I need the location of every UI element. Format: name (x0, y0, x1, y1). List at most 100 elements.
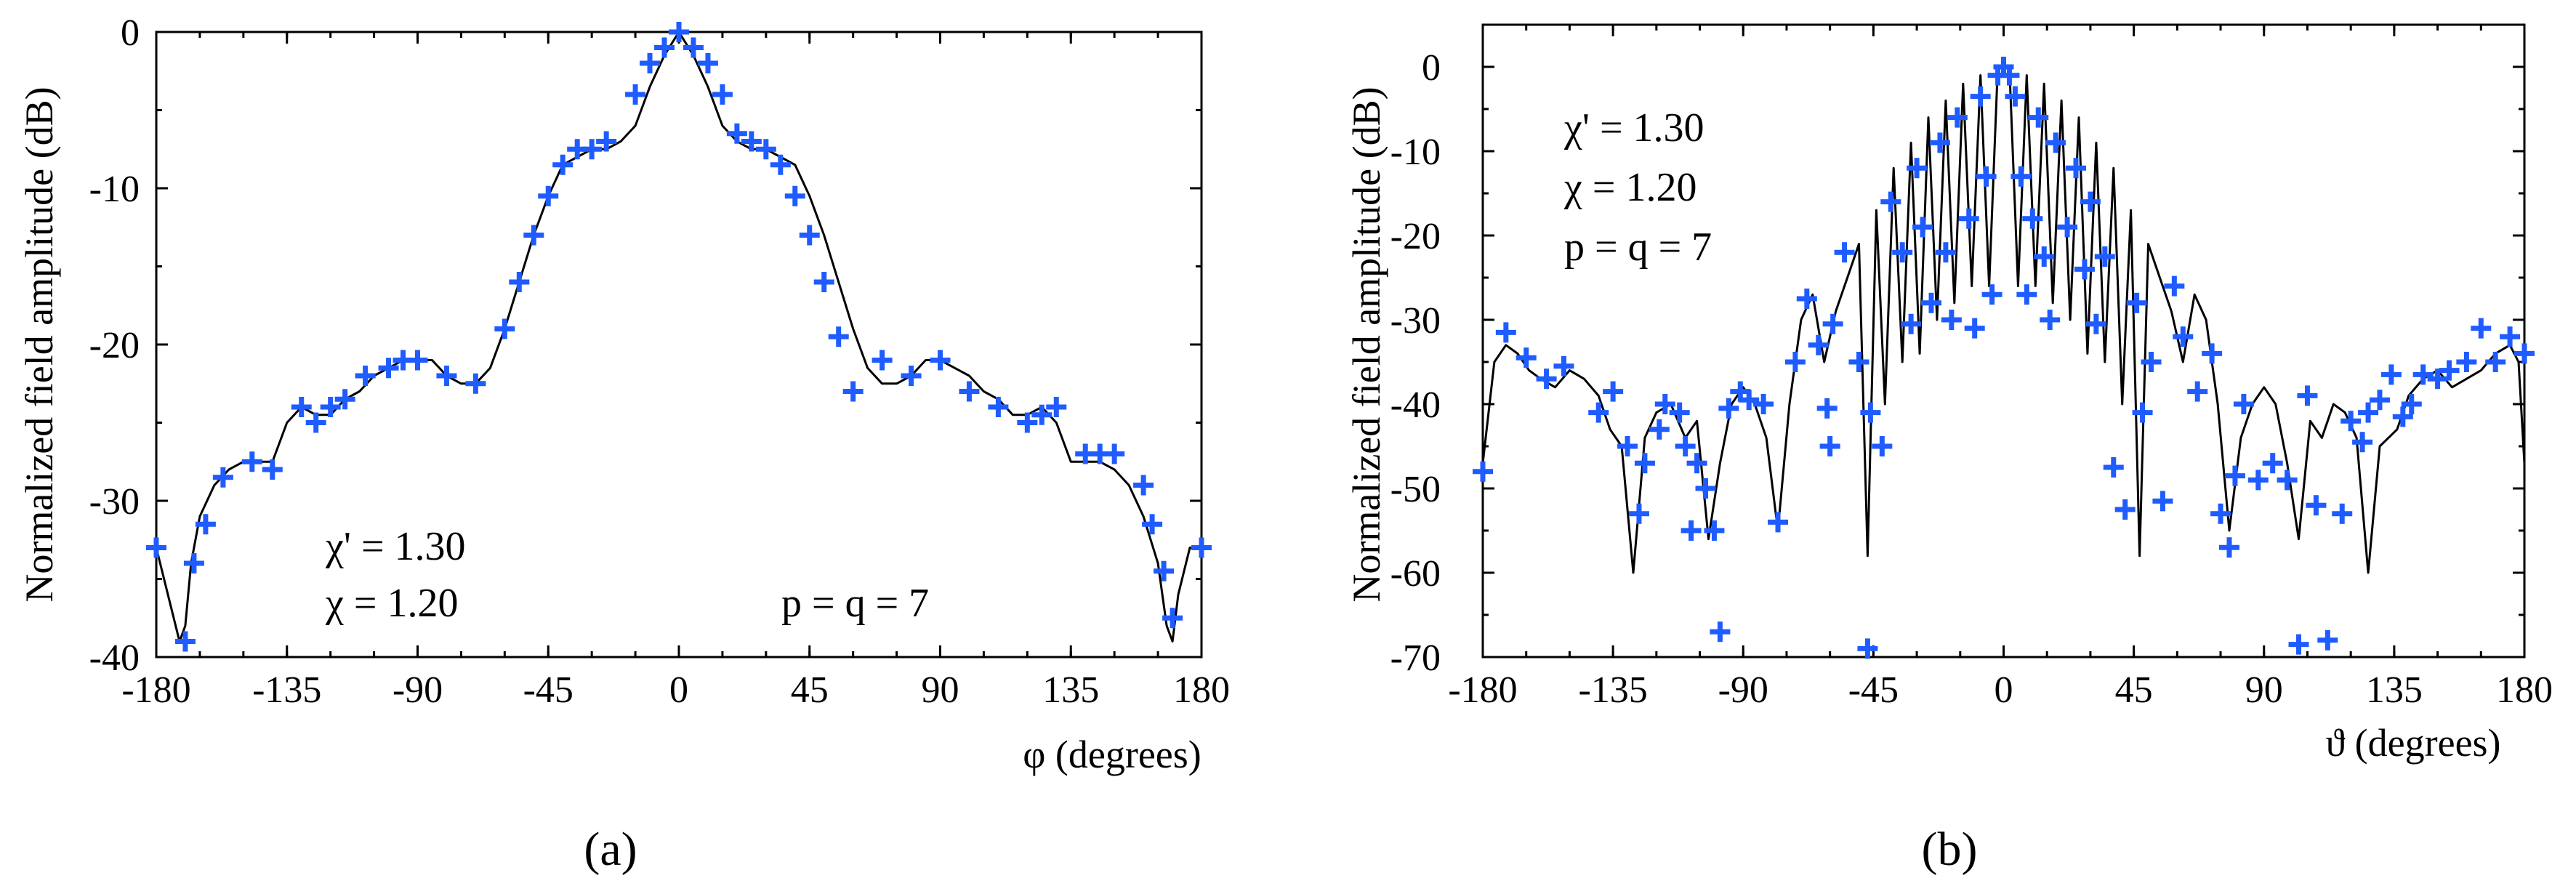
data-point-measured (1133, 475, 1154, 496)
data-point-measured (1872, 436, 1893, 456)
x-tick-label: -90 (393, 669, 443, 711)
y-tick-label: -20 (1390, 216, 1441, 257)
x-tick-label: 90 (2245, 669, 2283, 711)
data-point-measured (183, 553, 204, 573)
tick-group-a: -180 -135 -90 -45 0 45 90 135 180 0 -10 -20 -30 -40 (89, 12, 1230, 711)
data-point-measured (1912, 217, 1933, 238)
data-point-measured (378, 358, 399, 379)
data-point-measured (1768, 512, 1789, 533)
data-point-measured (509, 272, 530, 292)
data-point-measured (241, 451, 262, 472)
marker-group-a (146, 22, 1212, 652)
plot-area-a (155, 31, 1203, 659)
y-tick-label: -70 (1390, 637, 1441, 679)
data-point-measured (1718, 398, 1739, 419)
data-point-measured (1617, 436, 1638, 456)
y-tick-label: 0 (1422, 47, 1441, 89)
x-tick-label: 45 (2115, 669, 2153, 711)
y-tick-label: -40 (1390, 384, 1441, 426)
data-point-measured (1999, 65, 2020, 86)
data-point-measured (2074, 259, 2095, 280)
series-line-computed (155, 31, 1202, 643)
data-point-measured (828, 326, 849, 347)
data-point-measured (2152, 491, 2173, 512)
data-point-measured (1981, 284, 2003, 305)
data-point-measured (640, 53, 661, 73)
data-point-measured (305, 412, 326, 433)
data-point-measured (2332, 503, 2353, 524)
data-point-measured (2277, 470, 2298, 491)
panel-b: -180 -135 -90 -45 0 45 90 135 180 0 -10 -20 -30 -40 -5… (1345, 23, 2553, 876)
x-tick-label: 135 (2366, 669, 2423, 711)
data-point-measured (741, 131, 762, 152)
data-point-measured (1964, 318, 1985, 339)
data-point-measured (1848, 352, 1869, 372)
data-point-measured (2340, 411, 2362, 432)
data-point-measured (465, 373, 486, 394)
data-point-measured (1857, 638, 1878, 659)
data-point-measured (2233, 394, 2254, 414)
y-tick-label: -40 (89, 637, 140, 679)
data-point-measured (712, 84, 733, 105)
data-point-measured (2218, 537, 2239, 558)
panel-label-a: (a) (584, 823, 637, 876)
data-point-measured (2173, 326, 2194, 347)
data-point-measured (2034, 246, 2055, 267)
data-point-measured (2126, 292, 2147, 313)
tick-group-b: -180 -135 -90 -45 0 45 90 135 180 0 -10 -20 -30 -40 -5… (1390, 23, 2553, 711)
data-point-measured (2094, 246, 2115, 267)
data-point-measured (1495, 322, 1516, 343)
data-point-measured (2005, 86, 2026, 107)
x-tick-label: 45 (791, 669, 829, 711)
data-point-measured (195, 514, 216, 535)
data-point-measured (2262, 453, 2283, 474)
data-point-measured (2514, 343, 2535, 364)
data-point-measured (2011, 166, 2032, 187)
data-point-measured (2471, 318, 2492, 339)
data-point-measured (581, 139, 603, 160)
y-axis-label-b: Normalized field amplitude (dB) (1345, 86, 1388, 602)
data-point-measured (1191, 537, 1212, 558)
x-tick-label: -135 (252, 669, 321, 711)
data-point-measured (1941, 310, 1962, 330)
x-tick-label: 180 (2496, 669, 2553, 711)
x-tick-label: -90 (1718, 669, 1768, 711)
data-point-measured (1822, 313, 1843, 334)
data-point-measured (2392, 406, 2413, 427)
data-point-measured (1880, 191, 1901, 212)
data-point-measured (683, 37, 704, 58)
data-point-measured (523, 225, 544, 246)
data-point-measured (1976, 166, 1997, 187)
data-point-measured (1553, 355, 1574, 376)
data-point-measured (538, 185, 559, 206)
data-point-measured (1860, 402, 1881, 423)
data-point-measured (930, 350, 951, 371)
data-point-measured (212, 467, 233, 488)
data-point-measured (1588, 402, 1609, 423)
y-tick-label: -30 (89, 481, 140, 523)
curve-group-a (155, 31, 1202, 643)
data-point-measured (1784, 352, 1806, 372)
data-point-measured (2164, 275, 2185, 297)
data-point-measured (2022, 208, 2043, 229)
data-point-measured (2427, 369, 2448, 390)
y-tick-label: -20 (89, 325, 140, 366)
data-point-measured (2352, 432, 2373, 453)
data-point-measured (2358, 402, 2379, 423)
annotation-chi-prime-a: χ' = 1.30 (325, 524, 466, 569)
data-point-measured (2297, 385, 2318, 406)
panel-a: -180 -135 -90 -45 0 45 90 135 180 0 -10 -20 -30 -40 φ… (17, 12, 1230, 876)
data-point-measured (1920, 292, 1941, 313)
data-point-measured (669, 22, 689, 42)
data-point-measured (2369, 390, 2390, 411)
annotation-chi-b: χ = 1.20 (1563, 165, 1696, 210)
data-point-measured (1935, 242, 1956, 263)
data-point-measured (1739, 390, 1760, 411)
data-point-measured (2132, 402, 2153, 423)
data-point-measured (1710, 621, 1731, 643)
data-point-measured (552, 154, 573, 175)
data-point-measured (1162, 608, 1183, 629)
data-point-measured (1907, 158, 1928, 179)
data-point-measured (2016, 284, 2037, 305)
data-point-measured (726, 123, 747, 144)
